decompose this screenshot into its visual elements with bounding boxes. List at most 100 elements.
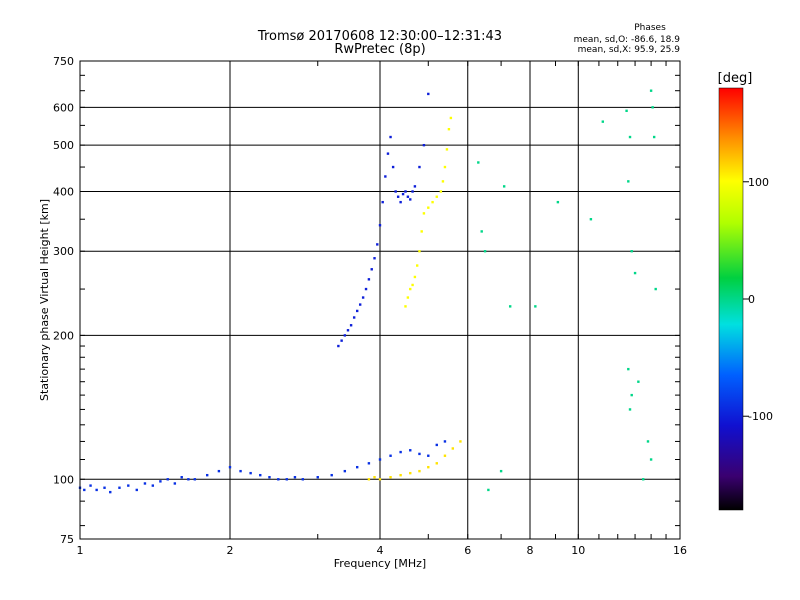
data-point xyxy=(355,465,359,469)
data-point xyxy=(427,92,430,96)
data-point xyxy=(422,212,426,215)
data-point xyxy=(277,478,280,481)
x-axis-label: Frequency [MHz] xyxy=(334,557,426,570)
data-point xyxy=(499,469,503,473)
data-point xyxy=(352,316,356,319)
y-axis-label: Stationary phase Virtual Height [km] xyxy=(38,199,51,401)
data-point xyxy=(394,190,397,193)
data-point xyxy=(399,450,402,454)
data-point xyxy=(301,478,305,481)
data-point xyxy=(409,287,412,291)
data-point xyxy=(418,250,421,253)
data-point xyxy=(427,465,430,469)
data-point xyxy=(205,473,209,477)
data-point xyxy=(217,469,221,473)
data-point xyxy=(361,296,365,299)
data-point xyxy=(337,344,340,348)
colorbar-tick-label: 0 xyxy=(748,293,755,306)
data-point xyxy=(642,478,645,481)
data-point xyxy=(173,482,177,485)
data-point xyxy=(652,135,656,139)
chart-subtitle: RwPretec (8p) xyxy=(334,42,425,57)
data-point xyxy=(449,116,453,120)
data-point xyxy=(628,135,632,139)
data-point xyxy=(180,476,183,479)
data-point xyxy=(330,473,333,477)
data-point xyxy=(285,478,288,481)
y-tick-label: 750 xyxy=(53,55,74,68)
data-point xyxy=(420,230,423,233)
data-point xyxy=(151,484,155,487)
x-tick-label: 16 xyxy=(673,544,687,557)
data-point xyxy=(415,264,419,267)
y-tick-label: 400 xyxy=(53,185,74,198)
data-point xyxy=(187,478,190,481)
data-point xyxy=(477,161,480,164)
data-point xyxy=(508,305,512,308)
data-point xyxy=(259,473,262,477)
data-point xyxy=(406,296,410,299)
data-point xyxy=(443,454,447,457)
data-point xyxy=(316,476,319,479)
y-tick-label: 600 xyxy=(53,101,74,114)
data-point xyxy=(381,200,384,204)
data-point xyxy=(589,218,593,221)
data-point xyxy=(451,447,455,450)
data-point xyxy=(228,465,232,469)
gridlines xyxy=(80,61,680,539)
data-point xyxy=(384,175,387,178)
data-point xyxy=(95,488,98,492)
data-point xyxy=(135,488,138,492)
data-point xyxy=(625,109,628,113)
data-point xyxy=(343,469,347,473)
colorbar-ticks: 100 0 -100 xyxy=(743,176,773,423)
data-point xyxy=(143,482,147,485)
data-point xyxy=(103,486,106,489)
data-point xyxy=(651,106,654,109)
data-point xyxy=(109,490,112,494)
data-point xyxy=(633,271,637,275)
data-point xyxy=(378,458,382,461)
data-point xyxy=(654,287,657,291)
data-point xyxy=(443,165,447,169)
data-point xyxy=(406,195,410,198)
data-point xyxy=(127,484,130,487)
data-point xyxy=(443,440,447,443)
y-axis-ticks: 75 100 200 300 400 500 600 750 xyxy=(53,55,680,546)
data-point xyxy=(435,462,438,465)
data-point xyxy=(364,287,368,291)
data-point xyxy=(413,185,417,188)
data-point xyxy=(340,339,343,342)
colorbar-tick-label: 100 xyxy=(748,176,769,189)
data-point xyxy=(630,393,633,397)
data-point xyxy=(239,469,242,473)
data-point xyxy=(431,200,434,204)
data-point xyxy=(411,283,414,287)
data-point xyxy=(413,275,417,279)
data-point xyxy=(646,440,650,443)
data-point xyxy=(376,243,379,246)
y-tick-label: 100 xyxy=(53,473,74,486)
data-point xyxy=(502,185,506,188)
data-point xyxy=(391,165,395,169)
data-point xyxy=(601,120,605,123)
data-point xyxy=(399,473,402,477)
data-point xyxy=(370,268,373,271)
data-point xyxy=(373,476,376,479)
data-point xyxy=(649,458,653,461)
data-point xyxy=(293,476,297,479)
data-point xyxy=(89,484,92,487)
data-point xyxy=(411,190,414,193)
data-point xyxy=(249,471,252,475)
x-tick-label: 6 xyxy=(464,544,471,557)
data-point xyxy=(349,324,353,327)
data-point xyxy=(268,476,271,479)
legend-o-mode: mean, sd,O: -86.6, 18.9 xyxy=(574,35,681,45)
legend-title: Phases xyxy=(634,23,666,33)
x-tick-label: 8 xyxy=(527,544,534,557)
x-tick-label: 10 xyxy=(571,544,585,557)
data-point xyxy=(346,329,350,332)
data-point xyxy=(487,488,490,492)
y-tick-label: 75 xyxy=(60,533,74,546)
x-axis-ticks: 1 2 4 6 8 10 16 xyxy=(77,61,687,557)
